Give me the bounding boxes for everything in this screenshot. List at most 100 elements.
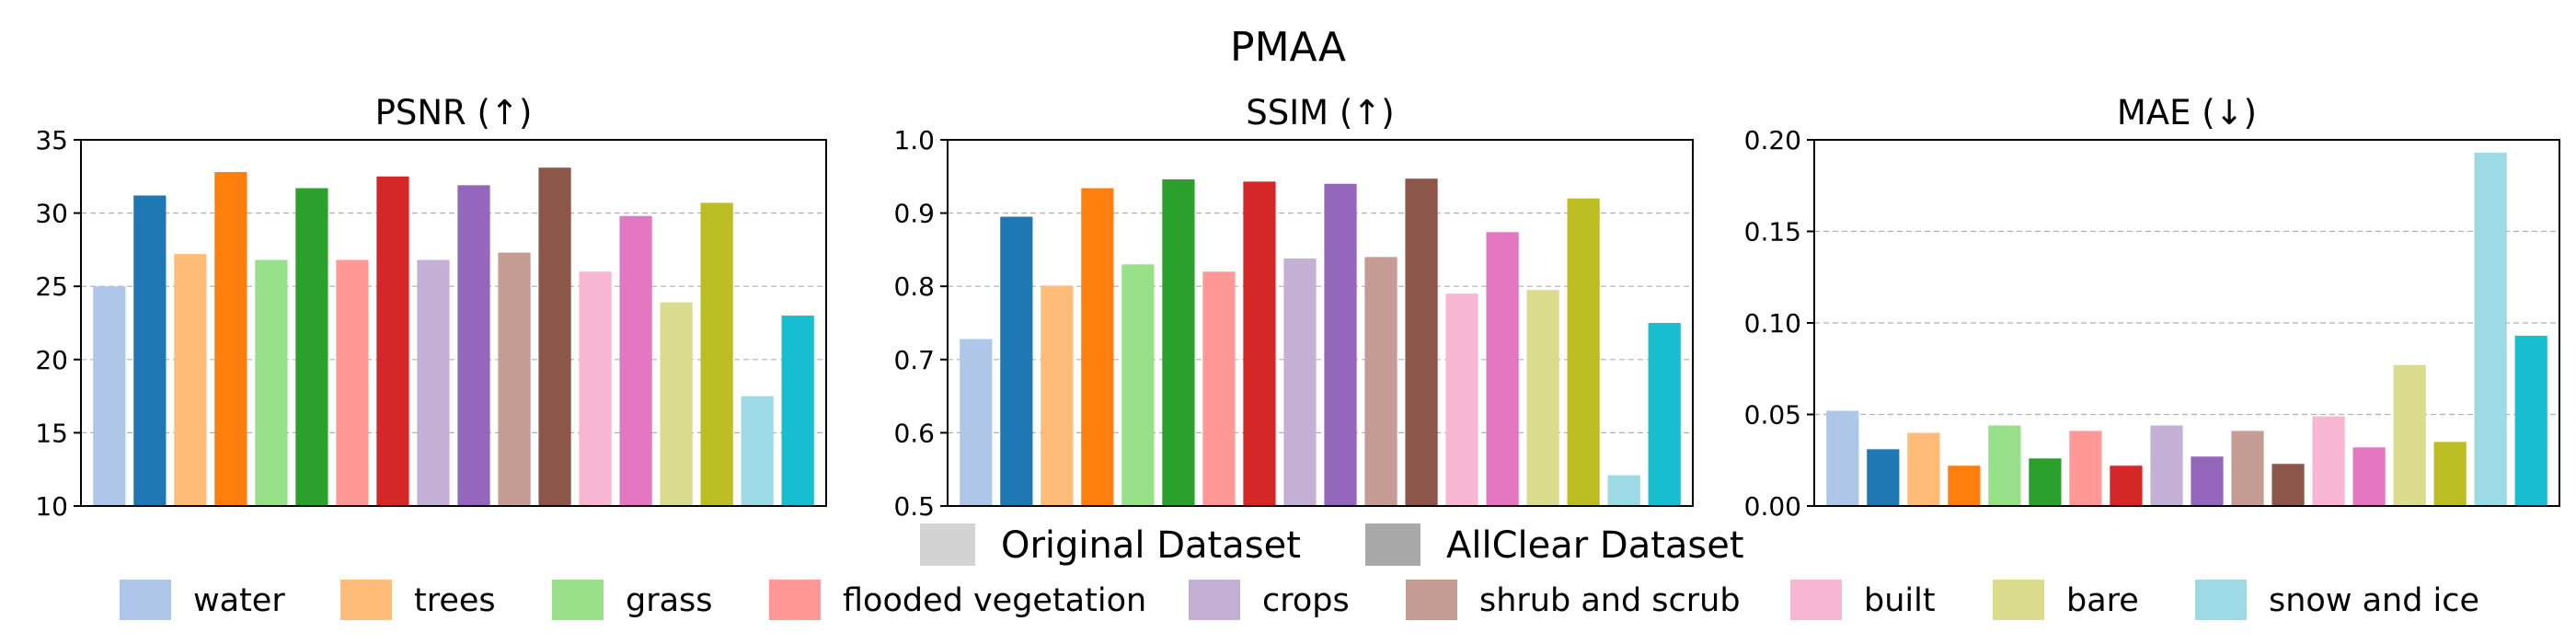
ssim-ytick-label: 0.9 <box>893 199 935 229</box>
legend-item-allclear-dataset: AllClear Dataset <box>1365 523 1744 567</box>
mae-bar-water-original <box>1826 410 1859 506</box>
psnr-bar-built-original <box>579 271 612 506</box>
psnr-bar-shrub-and-scrub-allclear <box>538 167 571 507</box>
legend-label: snow and ice <box>2269 582 2479 619</box>
legend-item-shrub-and-scrub: shrub and scrub <box>1406 580 1741 620</box>
psnr-bar-flooded-vegetation-allclear <box>376 176 409 507</box>
legend-label: grass <box>626 582 713 619</box>
ssim-bar-built-original <box>1445 293 1478 506</box>
legend-swatch <box>1790 580 1842 620</box>
mae-ytick-label: 0.10 <box>1744 308 1801 339</box>
mae-ytick-label: 0.05 <box>1744 400 1801 431</box>
ssim-bar-grass-original <box>1121 264 1155 506</box>
legend-item-water: water <box>120 580 285 620</box>
legend-swatch <box>340 580 392 620</box>
psnr-panel: 10 15 20 25 30 35 PSNR (↑) <box>35 93 827 522</box>
psnr-bar-crops-allclear <box>457 185 490 507</box>
legend-label: bare <box>2066 582 2139 619</box>
psnr-ytick-label: 30 <box>35 199 68 229</box>
ssim-bar-built-allclear <box>1486 232 1519 506</box>
legend-swatch <box>1406 580 1457 620</box>
legend-swatch <box>552 580 604 620</box>
dataset-legend: Original Dataset AllClear Dataset <box>920 523 1744 567</box>
mae-bar-snow-and-ice-original <box>2474 152 2507 506</box>
mae-bar-bare-allclear <box>2433 442 2467 506</box>
ssim-bar-water-original <box>960 339 993 506</box>
mae-bar-built-allclear <box>2352 447 2386 506</box>
ssim-bar-bare-allclear <box>1567 198 1600 506</box>
psnr-axes-frame <box>80 139 827 507</box>
ssim-ytick-label: 1.0 <box>893 125 935 155</box>
legend-item-grass: grass <box>552 580 713 620</box>
mae-bar-flooded-vegetation-allclear <box>2110 466 2143 506</box>
psnr-bar-snow-and-ice-allclear <box>781 316 814 506</box>
ssim-bar-shrub-and-scrub-original <box>1364 257 1397 506</box>
ssim-ytick-label: 0.8 <box>893 271 935 302</box>
mae-bar-shrub-and-scrub-allclear <box>2271 464 2305 506</box>
ssim-bar-trees-allclear <box>1081 188 1114 506</box>
mae-ytick-label: 0.15 <box>1744 217 1801 247</box>
psnr-bar-trees-original <box>174 254 207 506</box>
legend-label: Original Dataset <box>1001 524 1301 567</box>
mae-bar-trees-allclear <box>1948 466 1981 506</box>
legend-item-original-dataset: Original Dataset <box>920 523 1301 567</box>
mae-title: MAE (↓) <box>2117 93 2257 132</box>
psnr-ytick-label: 10 <box>35 491 68 522</box>
ssim-title: SSIM (↑) <box>1246 93 1394 132</box>
ssim-bar-crops-original <box>1283 258 1317 506</box>
psnr-ytick-label: 25 <box>35 271 68 302</box>
legend-item-built: built <box>1790 580 1936 620</box>
legend-label: flooded vegetation <box>843 582 1146 619</box>
ssim-ytick-label: 0.5 <box>893 491 935 522</box>
psnr-ytick-label: 20 <box>35 345 68 375</box>
mae-bar-grass-allclear <box>2029 458 2062 506</box>
psnr-ytick-label: 35 <box>35 125 68 155</box>
psnr-bar-grass-allclear <box>295 188 328 506</box>
legend-swatch <box>920 523 975 566</box>
psnr-ytick-label: 15 <box>35 418 68 448</box>
psnr-bar-water-original <box>93 286 126 506</box>
ssim-ytick-label: 0.7 <box>893 345 935 375</box>
ssim-bar-grass-allclear <box>1162 178 1195 506</box>
mae-bar-flooded-vegetation-original <box>2069 431 2102 506</box>
mae-ytick-label: 0.20 <box>1744 125 1801 155</box>
ssim-ytick-label: 0.6 <box>893 418 935 448</box>
ssim-bar-trees-original <box>1041 285 1074 506</box>
ssim-bar-flooded-vegetation-allclear <box>1243 181 1276 506</box>
ssim-axes-frame <box>947 139 1694 507</box>
psnr-title: PSNR (↑) <box>375 93 533 132</box>
legend-swatch <box>1993 580 2044 620</box>
chart-panels: 10 15 20 25 30 35 PSNR (↑) 0.5 0.6 0.7 0.8 0.9 1.0 SS… <box>35 93 2560 522</box>
legend-item-crops: crops <box>1189 580 1350 620</box>
ssim-bar-shrub-and-scrub-allclear <box>1405 178 1438 507</box>
psnr-bar-flooded-vegetation-original <box>336 259 369 506</box>
legend-label: AllClear Dataset <box>1446 524 1744 567</box>
psnr-bar-crops-original <box>417 259 450 506</box>
legend-swatch <box>1189 580 1240 620</box>
psnr-bar-grass-original <box>255 259 288 506</box>
psnr-bar-water-allclear <box>133 195 167 506</box>
legend-item-trees: trees <box>340 580 496 620</box>
legend-swatch <box>769 580 821 620</box>
ssim-bar-snow-and-ice-allclear <box>1648 323 1681 506</box>
class-legend: water trees grass flooded vegetation crops sh… <box>120 580 2479 620</box>
psnr-bar-snow-and-ice-original <box>741 396 774 506</box>
legend-item-flooded-vegetation: flooded vegetation <box>769 580 1146 620</box>
psnr-bar-bare-allclear <box>700 202 733 506</box>
mae-bar-bare-original <box>2393 364 2426 506</box>
mae-bar-snow-and-ice-allclear <box>2514 335 2547 506</box>
ssim-bar-crops-allclear <box>1324 183 1357 506</box>
legend-label: water <box>193 582 285 619</box>
mae-bar-trees-original <box>1907 432 1940 506</box>
legend-swatch <box>2195 580 2247 620</box>
legend-swatch <box>120 580 171 620</box>
psnr-bar-built-allclear <box>619 215 652 506</box>
mae-bar-built-original <box>2312 416 2345 506</box>
legend-label: crops <box>1262 582 1350 619</box>
mae-bar-crops-original <box>2150 425 2183 506</box>
ssim-bar-water-allclear <box>1000 216 1033 506</box>
psnr-bar-trees-allclear <box>214 172 247 507</box>
mae-bar-grass-original <box>1988 425 2021 506</box>
psnr-bar-shrub-and-scrub-original <box>498 252 531 506</box>
